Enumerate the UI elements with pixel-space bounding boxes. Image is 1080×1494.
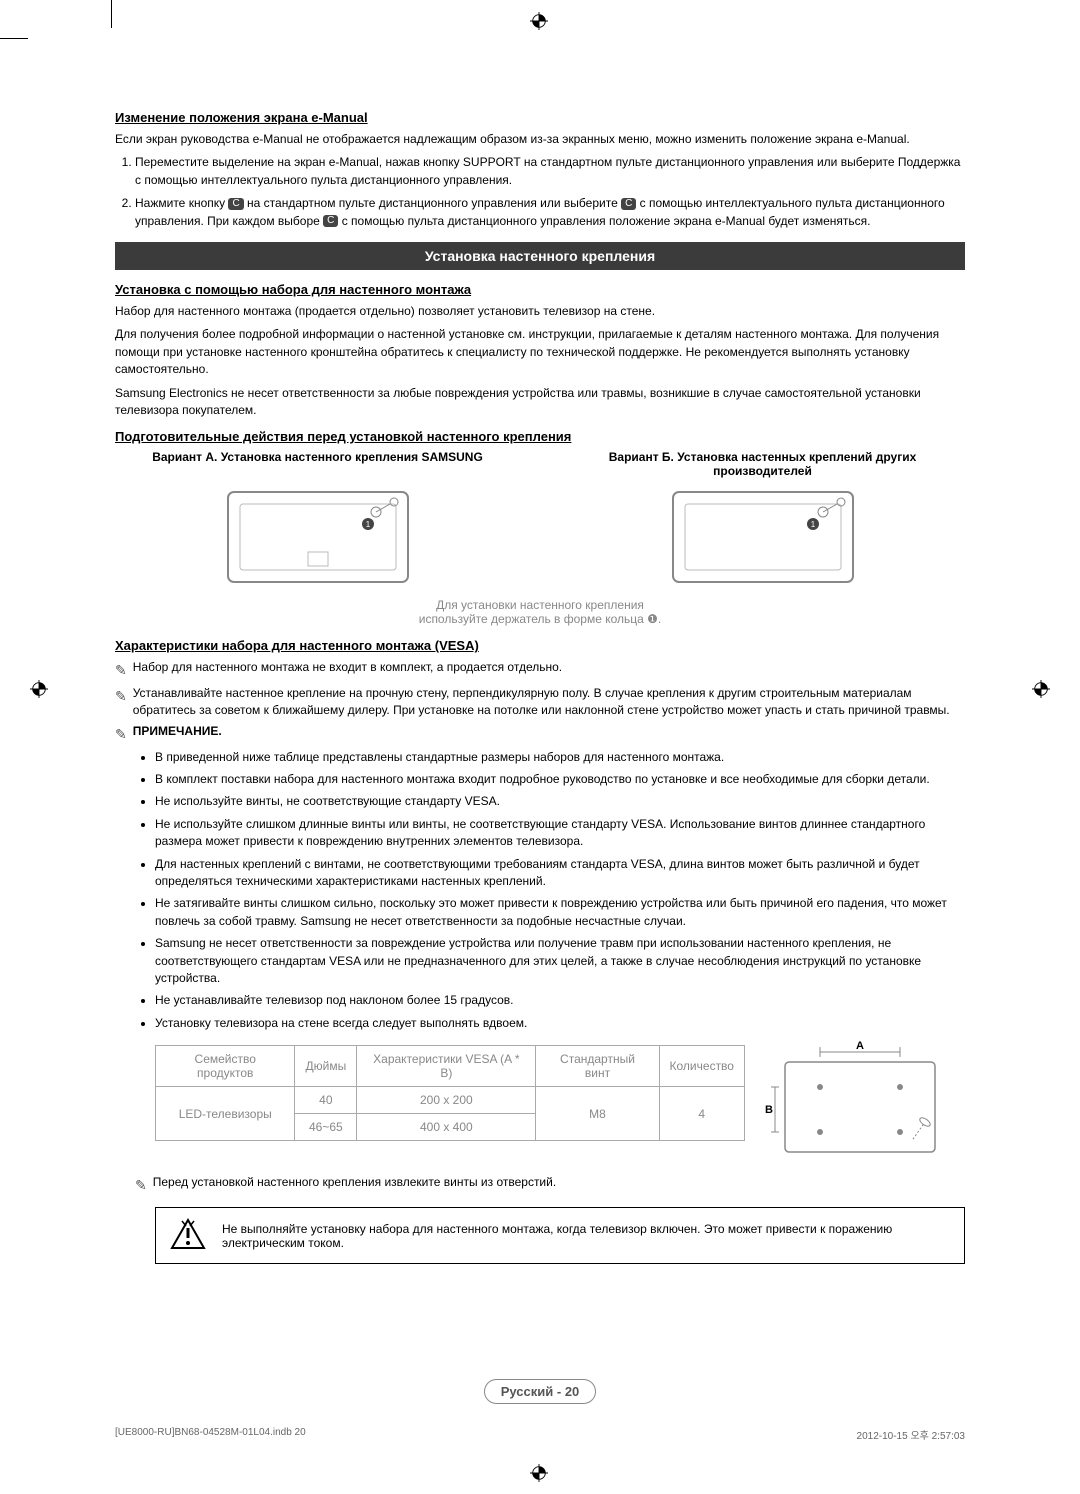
bullet-list: В приведенной ниже таблице представлены … xyxy=(115,749,965,1032)
table-cell: M8 xyxy=(536,1087,659,1141)
list-item: Не используйте винты, не соответствующие… xyxy=(155,793,965,810)
table-cell: 400 x 400 xyxy=(357,1114,536,1141)
section-title: Подготовительные действия перед установк… xyxy=(115,429,965,444)
section-banner: Установка настенного крепления xyxy=(115,242,965,270)
variant-a-label: Вариант А. Установка настенного креплени… xyxy=(115,450,520,478)
body-text: Набор для настенного монтажа (продается … xyxy=(115,303,965,320)
numbered-list: Переместите выделение на экран e-Manual,… xyxy=(115,154,965,230)
dim-b-label: B xyxy=(765,1104,773,1116)
list-item: Не устанавливайте телевизор под наклоном… xyxy=(155,992,965,1009)
remote-button-icon: C xyxy=(621,198,636,210)
body-text: Для получения более подробной информации… xyxy=(115,326,965,378)
table-header: Характеристики VESA (A * B) xyxy=(357,1046,536,1087)
note-icon: ✎ xyxy=(135,1175,147,1195)
manual-page: Изменение положения экрана e-Manual Если… xyxy=(0,0,1080,1494)
variant-header-row: Вариант А. Установка настенного креплени… xyxy=(115,450,965,478)
note-line: ✎ Устанавливайте настенное крепление на … xyxy=(115,685,965,720)
crop-mark xyxy=(0,38,28,39)
registration-mark-icon xyxy=(530,12,548,30)
note-label: ПРИМЕЧАНИЕ. xyxy=(133,723,222,740)
file-name: [UE8000-RU]BN68-04528M-01L04.indb 20 xyxy=(115,1427,306,1442)
table-header-row: Семейство продуктов Дюймы Характеристики… xyxy=(156,1046,745,1087)
print-footer: [UE8000-RU]BN68-04528M-01L04.indb 20 201… xyxy=(115,1427,965,1442)
list-item: Нажмите кнопку C на стандартном пульте д… xyxy=(135,195,965,230)
warning-icon xyxy=(170,1218,206,1253)
list-item: Для настенных креплений с винтами, не со… xyxy=(155,856,965,891)
diagram-caption: Для установки настенного крепления испол… xyxy=(115,598,965,626)
svg-text:1: 1 xyxy=(810,520,815,529)
body-text: Если экран руководства e-Manual не отобр… xyxy=(115,131,965,148)
remote-button-icon: C xyxy=(228,198,243,210)
note-line: ✎ Набор для настенного монтажа не входит… xyxy=(115,659,965,680)
table-cell: LED-телевизоры xyxy=(156,1087,295,1141)
table-header: Количество xyxy=(659,1046,744,1087)
remote-button-icon: C xyxy=(323,215,338,227)
svg-text:1: 1 xyxy=(365,520,370,529)
tv-diagram-row: 1 1 xyxy=(115,482,965,592)
table-diagram-row: Семейство продуктов Дюймы Характеристики… xyxy=(115,1037,965,1170)
note-text: Устанавливайте настенное крепление на пр… xyxy=(133,685,965,720)
list-item: Переместите выделение на экран e-Manual,… xyxy=(135,154,965,189)
note-icon: ✎ xyxy=(115,660,127,680)
timestamp: 2012-10-15 오후 2:57:03 xyxy=(857,1427,965,1442)
list-item: В комплект поставки набора для настенног… xyxy=(155,771,965,788)
list-item: В приведенной ниже таблице представлены … xyxy=(155,749,965,766)
registration-mark-icon xyxy=(1032,680,1050,698)
table-row: LED-телевизоры 40 200 x 200 M8 4 xyxy=(156,1087,745,1114)
table-header: Семейство продуктов xyxy=(156,1046,295,1087)
warning-text: Не выполняйте установку набора для насте… xyxy=(222,1222,950,1250)
page-footer: Русский - 20 xyxy=(0,1379,1080,1404)
note-line: ✎ ПРИМЕЧАНИЕ. xyxy=(115,723,965,744)
section-title: Характеристики набора для настенного мон… xyxy=(115,638,965,653)
list-item: Установку телевизора на стене всегда сле… xyxy=(155,1015,965,1032)
note-text: Набор для настенного монтажа не входит в… xyxy=(133,659,562,676)
note-text: Перед установкой настенного крепления из… xyxy=(153,1174,556,1191)
list-item: Не затягивайте винты слишком сильно, пос… xyxy=(155,895,965,930)
vesa-table: Семейство продуктов Дюймы Характеристики… xyxy=(155,1045,745,1141)
table-header: Дюймы xyxy=(295,1046,357,1087)
variant-b-label: Вариант Б. Установка настенных креплений… xyxy=(560,450,965,478)
list-item: Samsung не несет ответственности за повр… xyxy=(155,935,965,987)
registration-mark-icon xyxy=(30,680,48,698)
tv-diagram-a: 1 xyxy=(115,482,520,592)
note-line: ✎ Перед установкой настенного крепления … xyxy=(135,1174,965,1195)
table-cell: 46~65 xyxy=(295,1114,357,1141)
section-title: Установка с помощью набора для настенног… xyxy=(115,282,965,297)
table-cell: 200 x 200 xyxy=(357,1087,536,1114)
crop-mark xyxy=(111,0,112,28)
note-icon: ✎ xyxy=(115,686,127,706)
dim-a-label: A xyxy=(856,1040,864,1052)
list-item: Не используйте слишком длинные винты или… xyxy=(155,816,965,851)
vesa-dimension-diagram: A B xyxy=(765,1037,965,1170)
table-cell: 40 xyxy=(295,1087,357,1114)
table-cell: 4 xyxy=(659,1087,744,1141)
page-number-badge: Русский - 20 xyxy=(484,1379,597,1404)
registration-mark-icon xyxy=(530,1464,548,1482)
table-header: Стандартный винт xyxy=(536,1046,659,1087)
body-text: Samsung Electronics не несет ответственн… xyxy=(115,385,965,420)
tv-diagram-b: 1 xyxy=(560,482,965,592)
note-icon: ✎ xyxy=(115,724,127,744)
section-title: Изменение положения экрана e-Manual xyxy=(115,110,965,125)
warning-box: Не выполняйте установку набора для насте… xyxy=(155,1207,965,1264)
